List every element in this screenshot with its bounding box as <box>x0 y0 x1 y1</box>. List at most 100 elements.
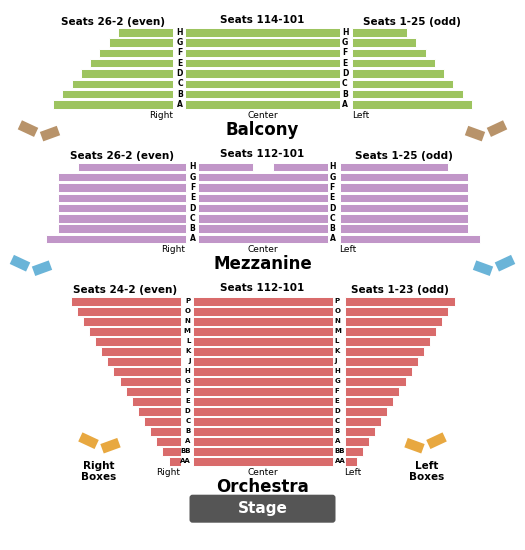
Text: B: B <box>334 428 340 434</box>
Text: D: D <box>330 204 336 212</box>
Bar <box>340 173 467 182</box>
Text: C: C <box>342 79 348 88</box>
Bar <box>193 327 332 336</box>
Bar <box>162 447 181 456</box>
Text: L: L <box>186 338 191 344</box>
Bar <box>58 183 185 192</box>
Text: C: C <box>334 419 340 425</box>
Text: H: H <box>334 368 340 375</box>
Bar <box>193 387 332 395</box>
Bar <box>193 427 332 436</box>
Polygon shape <box>32 260 52 276</box>
Bar <box>340 183 467 192</box>
Text: Right
Boxes: Right Boxes <box>81 461 116 482</box>
Text: E: E <box>342 59 347 68</box>
Bar <box>352 80 454 88</box>
Text: B: B <box>342 90 348 98</box>
Text: E: E <box>178 59 183 68</box>
Bar <box>193 297 332 306</box>
Bar <box>197 235 328 243</box>
Bar <box>58 194 185 202</box>
Text: F: F <box>190 183 195 192</box>
Text: Seats 1-25 (odd): Seats 1-25 (odd) <box>354 151 453 161</box>
Bar <box>344 317 442 326</box>
Bar <box>352 39 416 47</box>
Bar <box>344 357 418 366</box>
Bar <box>78 163 185 171</box>
Text: K: K <box>334 349 340 354</box>
Bar <box>344 397 393 406</box>
Bar <box>344 327 436 336</box>
Text: Balcony: Balcony <box>226 120 299 139</box>
Text: E: E <box>330 193 335 202</box>
Bar <box>344 347 424 356</box>
Text: BB: BB <box>180 448 191 454</box>
Text: F: F <box>330 183 335 192</box>
Polygon shape <box>78 432 99 449</box>
Bar <box>169 457 181 466</box>
Text: L: L <box>334 338 339 344</box>
Bar <box>344 297 455 306</box>
Bar <box>185 80 340 88</box>
Bar <box>352 59 435 68</box>
Text: C: C <box>177 79 183 88</box>
Polygon shape <box>100 438 121 454</box>
Text: Seats 26-2 (even): Seats 26-2 (even) <box>69 151 173 161</box>
Polygon shape <box>465 126 485 141</box>
Text: A: A <box>190 234 195 244</box>
Text: D: D <box>185 409 191 415</box>
Text: AA: AA <box>334 459 345 464</box>
Text: H: H <box>189 162 195 172</box>
Text: G: G <box>330 173 336 182</box>
Bar <box>197 214 328 223</box>
Text: M: M <box>184 328 191 334</box>
Text: F: F <box>334 388 339 394</box>
Text: H: H <box>176 28 183 37</box>
Polygon shape <box>18 120 38 137</box>
Polygon shape <box>473 260 493 276</box>
Bar <box>344 307 448 316</box>
Bar <box>107 357 181 366</box>
Text: O: O <box>334 309 341 315</box>
Bar <box>344 427 375 436</box>
Bar <box>344 367 412 376</box>
Text: N: N <box>185 318 191 324</box>
Bar <box>58 224 185 233</box>
Bar <box>197 173 328 182</box>
Bar <box>340 224 467 233</box>
Bar <box>101 347 181 356</box>
Text: G: G <box>177 38 183 47</box>
Bar <box>90 59 173 68</box>
Polygon shape <box>404 438 425 454</box>
Bar <box>193 457 332 466</box>
Bar <box>193 317 332 326</box>
Text: H: H <box>342 28 349 37</box>
Text: Orchestra: Orchestra <box>216 478 309 496</box>
Bar <box>185 100 340 108</box>
Bar <box>150 427 181 436</box>
Bar <box>344 407 387 416</box>
Polygon shape <box>495 255 515 272</box>
Text: P: P <box>334 299 340 305</box>
Text: AA: AA <box>180 459 191 464</box>
Bar <box>185 90 340 98</box>
Text: Left: Left <box>340 245 357 254</box>
Bar <box>352 100 472 108</box>
Text: F: F <box>342 48 347 57</box>
Bar <box>193 377 332 386</box>
Bar <box>197 204 328 212</box>
Text: G: G <box>185 378 191 384</box>
Bar <box>62 90 173 98</box>
Bar <box>77 307 181 316</box>
Bar <box>118 28 173 36</box>
Text: K: K <box>185 349 191 354</box>
Bar <box>193 367 332 376</box>
Text: J: J <box>188 359 191 365</box>
Text: F: F <box>186 388 191 394</box>
Bar <box>344 457 356 466</box>
FancyBboxPatch shape <box>190 494 335 522</box>
Bar <box>344 337 430 346</box>
Text: G: G <box>189 173 195 182</box>
Bar <box>340 214 467 223</box>
Text: Seats 1-23 (odd): Seats 1-23 (odd) <box>351 285 448 295</box>
